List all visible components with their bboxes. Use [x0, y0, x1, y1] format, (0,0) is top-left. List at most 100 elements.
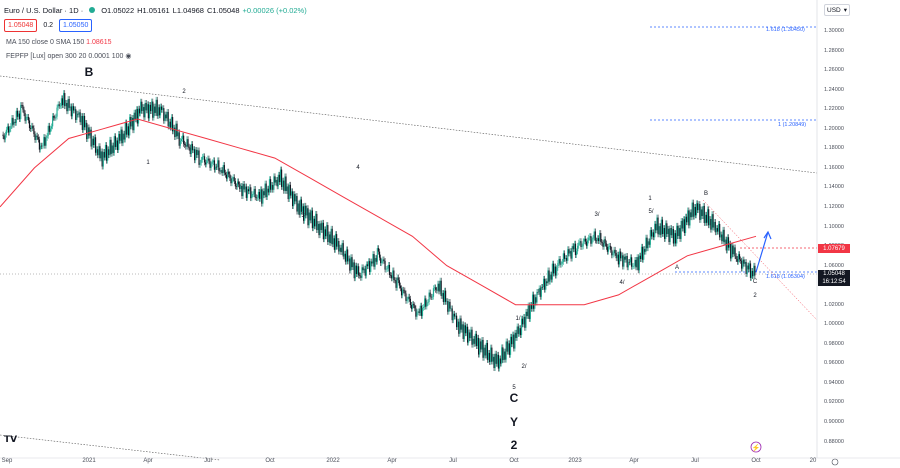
candle-body [536, 291, 538, 303]
candle-body [662, 228, 665, 235]
wave-label[interactable]: 2 [753, 293, 757, 299]
tradingview-logo[interactable]: 𝗧𝗩 [4, 434, 18, 444]
candle-body [585, 241, 588, 246]
candle-body [580, 241, 582, 247]
candle-body [626, 255, 628, 268]
candle-body [166, 111, 168, 119]
fepfp-legend[interactable]: FEPFP [Lux] open 300 20 0.0001 100 ◉ [6, 53, 132, 60]
trendline-upper[interactable] [0, 75, 818, 174]
candle-body [487, 352, 490, 360]
projection-line[interactable] [702, 199, 818, 321]
wave-label[interactable]: A [674, 265, 680, 271]
candle-body [528, 305, 530, 319]
wave-label[interactable]: 1 [146, 160, 150, 166]
candle-body [148, 104, 151, 119]
candle-body [184, 143, 186, 146]
candle-body [179, 140, 181, 146]
candle-body [609, 245, 611, 247]
candle-body [489, 352, 491, 362]
candle-body [233, 177, 235, 182]
candle-body [689, 212, 691, 226]
candle-body [80, 116, 82, 123]
candle-body [478, 337, 480, 355]
candle-body [744, 262, 746, 264]
candle-body [107, 149, 109, 161]
candle-body [123, 133, 125, 140]
wave-degree-label[interactable]: 2 [510, 438, 518, 452]
candle-body [440, 280, 442, 296]
wave-degree-label[interactable]: C [509, 391, 519, 405]
candle-body [244, 186, 246, 190]
candle-body [209, 161, 211, 168]
candle-body [194, 149, 196, 161]
candle-body [108, 149, 110, 156]
price-tick: 1.26000 [824, 67, 844, 74]
wave-label[interactable]: 3/ [594, 212, 600, 218]
candle-body [328, 234, 330, 243]
candle-body [660, 219, 662, 235]
candle-body [500, 358, 502, 364]
candle-body [750, 270, 753, 278]
candle-body [672, 229, 675, 244]
candle-body [290, 191, 293, 196]
candle-body [78, 112, 80, 115]
sell-button[interactable]: 1.05048 [4, 18, 38, 32]
candle-body [620, 251, 622, 259]
candle-body [235, 186, 238, 187]
candle-body [192, 149, 195, 151]
wave-degree-label[interactable]: Y [509, 415, 519, 429]
candle-body [726, 237, 728, 251]
buy-button[interactable]: 1.05050 [59, 18, 93, 32]
candle-body [102, 151, 104, 167]
candle-body [522, 318, 524, 325]
wave-label[interactable]: 1/ [515, 316, 521, 322]
candle-body [711, 214, 713, 230]
candle-body [657, 217, 659, 235]
price-tick: 1.22000 [824, 106, 844, 113]
currency-select[interactable]: USD ▾ [824, 4, 850, 16]
wave-label[interactable]: 5/ [648, 209, 654, 215]
candle-body [262, 191, 264, 204]
candle-body [255, 197, 257, 199]
replay-icon[interactable] [750, 441, 762, 453]
candle-body [399, 285, 402, 289]
projection-arrow[interactable] [755, 231, 769, 273]
candle-body [512, 334, 514, 345]
candle-body [330, 228, 332, 244]
settings-icon[interactable] [831, 458, 839, 466]
candle-body [443, 290, 446, 302]
candle-body [271, 184, 273, 190]
wave-label[interactable]: B [703, 191, 709, 197]
candle-body [234, 181, 236, 187]
candle-body [338, 240, 340, 252]
wave-label[interactable]: 3 [301, 213, 305, 219]
candle-body [352, 262, 354, 268]
ma-legend[interactable]: MA 150 close 0 SMA 150 1.08615 [6, 39, 112, 46]
candle-body [700, 209, 702, 220]
symbol-title[interactable]: Euro / U.S. Dollar · 1D · [4, 5, 84, 15]
candle-body [307, 208, 309, 226]
wave-label[interactable]: 4 [356, 165, 360, 171]
candle-body [659, 226, 661, 235]
wave-label[interactable]: 2/ [521, 364, 527, 370]
trendline-lower[interactable] [0, 434, 221, 461]
candle-body [69, 106, 71, 108]
candle-body [567, 249, 569, 261]
candle-body [588, 237, 590, 241]
wave-label[interactable]: 5 [512, 385, 516, 391]
wave-label[interactable]: 1 [648, 196, 652, 202]
candle-body [501, 347, 503, 364]
wave-label[interactable]: C [752, 279, 758, 285]
candle-body [517, 326, 519, 334]
candle-body [208, 158, 210, 162]
candle-body [544, 278, 546, 290]
candle-body [706, 209, 709, 223]
candle-body [495, 353, 497, 364]
wave-degree-label[interactable]: B [84, 65, 94, 79]
wave-label[interactable]: 4/ [619, 280, 625, 286]
candle-body [224, 172, 227, 175]
wave-label[interactable]: 2 [182, 89, 186, 95]
candle-body [26, 116, 28, 118]
candle-body [206, 160, 208, 165]
